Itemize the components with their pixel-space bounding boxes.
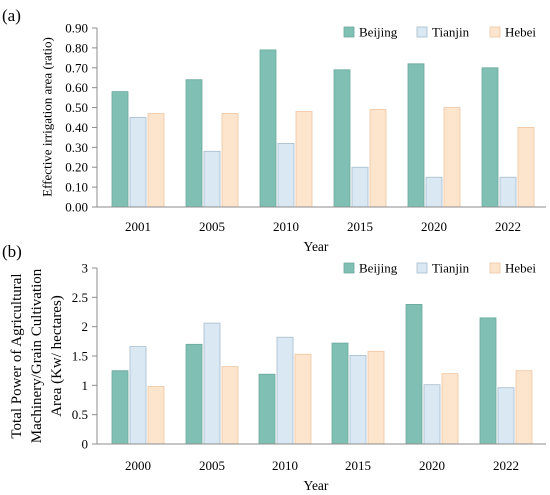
bar-beijing-2000 bbox=[111, 370, 129, 445]
x-tick-label: 2005 bbox=[199, 458, 225, 473]
bar-tianjin-2005 bbox=[203, 322, 221, 445]
bars bbox=[111, 303, 533, 445]
legend-label-beijing: Beijing bbox=[359, 261, 398, 276]
bar-tianjin-2020 bbox=[423, 384, 441, 445]
bar-hebei-2005 bbox=[221, 366, 239, 445]
x-tick-label: 2015 bbox=[345, 458, 371, 473]
bar-beijing-2001 bbox=[111, 91, 129, 208]
bar-hebei-2015 bbox=[367, 350, 385, 445]
y-tick-label: 2.5 bbox=[72, 290, 88, 305]
y-axis-title-line: Total Power of Agricultural bbox=[9, 273, 25, 438]
x-tick-label: 2020 bbox=[419, 458, 445, 473]
y-tick-label: 3 bbox=[82, 261, 89, 276]
x-axis: 2000 2005 2010 2015 2020 2022 bbox=[97, 443, 546, 473]
y-axis: 0.00 0.10 0.20 0.30 0.40 0.50 0.60 0.70 0.80 0.90 bbox=[65, 21, 98, 215]
bar-beijing-2005 bbox=[185, 79, 203, 208]
bars bbox=[111, 49, 535, 208]
y-axis-title-line: Area (Kw/ hectares) bbox=[49, 295, 65, 417]
y-tick-label: 1.5 bbox=[72, 349, 88, 364]
legend-swatch-tianjin bbox=[416, 26, 428, 38]
y-tick-label: 0.60 bbox=[65, 80, 88, 95]
panel-a: (a)0.000.100.200.300.400.500.600.700.800… bbox=[2, 6, 546, 254]
bar-tianjin-2000 bbox=[129, 346, 147, 445]
panel-label: (a) bbox=[2, 6, 21, 25]
bar-hebei-2022 bbox=[517, 127, 535, 208]
bar-tianjin-2010 bbox=[277, 142, 295, 208]
legend-swatch-tianjin bbox=[416, 262, 428, 274]
bar-tianjin-2015 bbox=[349, 354, 367, 445]
y-tick-label: 0.90 bbox=[65, 21, 88, 36]
bar-tianjin-2022 bbox=[499, 176, 517, 208]
x-tick-label: 2000 bbox=[125, 458, 151, 473]
legend: Beijing Tianjin Hebei bbox=[343, 25, 536, 40]
legend-label-tianjin: Tianjin bbox=[432, 25, 470, 40]
legend-label-hebei: Hebei bbox=[505, 261, 536, 276]
bar-beijing-2010 bbox=[258, 373, 276, 445]
x-tick-label: 2015 bbox=[347, 219, 373, 234]
y-axis-title-line: Effective irrigation area (ratio) bbox=[40, 37, 55, 197]
y-axis-title: Total Power of Agricultural Machinery/Gra… bbox=[9, 268, 65, 443]
legend: Beijing Tianjin Hebei bbox=[343, 261, 536, 276]
y-tick-label: 0.70 bbox=[65, 60, 88, 75]
legend-swatch-hebei bbox=[489, 262, 501, 274]
panel-b: (b) 0 0.5 1 1.5 2 2.5 3 2000 2005 2010 2015 2020 2022… bbox=[2, 242, 546, 493]
bar-hebei-2015 bbox=[369, 109, 387, 208]
bar-hebei-2020 bbox=[443, 107, 461, 208]
bar-beijing-2010 bbox=[259, 49, 277, 208]
bar-tianjin-2005 bbox=[203, 150, 221, 208]
bar-beijing-2020 bbox=[407, 63, 425, 208]
bar-hebei-2005 bbox=[221, 113, 239, 208]
bar-tianjin-2020 bbox=[425, 176, 443, 208]
bar-beijing-2015 bbox=[333, 69, 351, 208]
x-tick-label: 2010 bbox=[272, 458, 298, 473]
legend-label-tianjin: Tianjin bbox=[432, 261, 470, 276]
x-axis-title: Year bbox=[304, 478, 329, 493]
y-tick-label: 2 bbox=[82, 319, 89, 334]
y-tick-label: 0.80 bbox=[65, 40, 88, 55]
x-tick-label: 2010 bbox=[273, 219, 299, 234]
legend-swatch-hebei bbox=[489, 26, 501, 38]
y-tick-label: 0.5 bbox=[72, 407, 88, 422]
x-axis-title: Year bbox=[304, 239, 329, 254]
legend-label-beijing: Beijing bbox=[359, 25, 398, 40]
bar-hebei-2000 bbox=[147, 386, 165, 445]
bar-tianjin-2015 bbox=[351, 166, 369, 208]
bar-hebei-2022 bbox=[515, 370, 533, 445]
legend-label-hebei: Hebei bbox=[505, 25, 536, 40]
bar-beijing-2022 bbox=[481, 67, 499, 208]
x-tick-label: 2005 bbox=[199, 219, 225, 234]
x-axis: 2001 2005 2010 2015 2020 2022 bbox=[97, 206, 546, 234]
bar-hebei-2020 bbox=[441, 373, 459, 445]
y-tick-label: 1 bbox=[82, 378, 89, 393]
y-axis: 0 0.5 1 1.5 2 2.5 3 bbox=[72, 261, 98, 452]
bar-hebei-2001 bbox=[147, 113, 165, 208]
y-axis-title-line: Machinery/Grain Cultivation bbox=[29, 268, 45, 443]
bar-tianjin-2022 bbox=[497, 387, 515, 445]
bar-tianjin-2001 bbox=[129, 117, 147, 208]
y-tick-label: 0.00 bbox=[65, 200, 88, 215]
bar-beijing-2022 bbox=[479, 317, 497, 445]
legend-swatch-beijing bbox=[343, 262, 355, 274]
y-tick-label: 0.20 bbox=[65, 160, 88, 175]
x-tick-label: 2001 bbox=[125, 219, 151, 234]
x-tick-label: 2020 bbox=[421, 219, 447, 234]
x-tick-label: 2022 bbox=[493, 458, 519, 473]
bar-beijing-2005 bbox=[185, 343, 203, 445]
x-tick-label: 2022 bbox=[495, 219, 521, 234]
bar-beijing-2015 bbox=[331, 342, 349, 445]
bar-hebei-2010 bbox=[295, 111, 313, 208]
y-tick-label: 0.30 bbox=[65, 140, 88, 155]
panel-label: (b) bbox=[2, 242, 22, 261]
y-tick-label: 0.50 bbox=[65, 100, 88, 115]
bar-tianjin-2010 bbox=[276, 336, 294, 445]
bar-beijing-2020 bbox=[405, 303, 423, 445]
bar-hebei-2010 bbox=[294, 353, 312, 445]
y-tick-label: 0 bbox=[82, 437, 89, 452]
y-tick-label: 0.40 bbox=[65, 120, 88, 135]
y-tick-label: 0.10 bbox=[65, 180, 88, 195]
legend-swatch-beijing bbox=[343, 26, 355, 38]
y-axis-title: Effective irrigation area (ratio) bbox=[40, 37, 55, 197]
